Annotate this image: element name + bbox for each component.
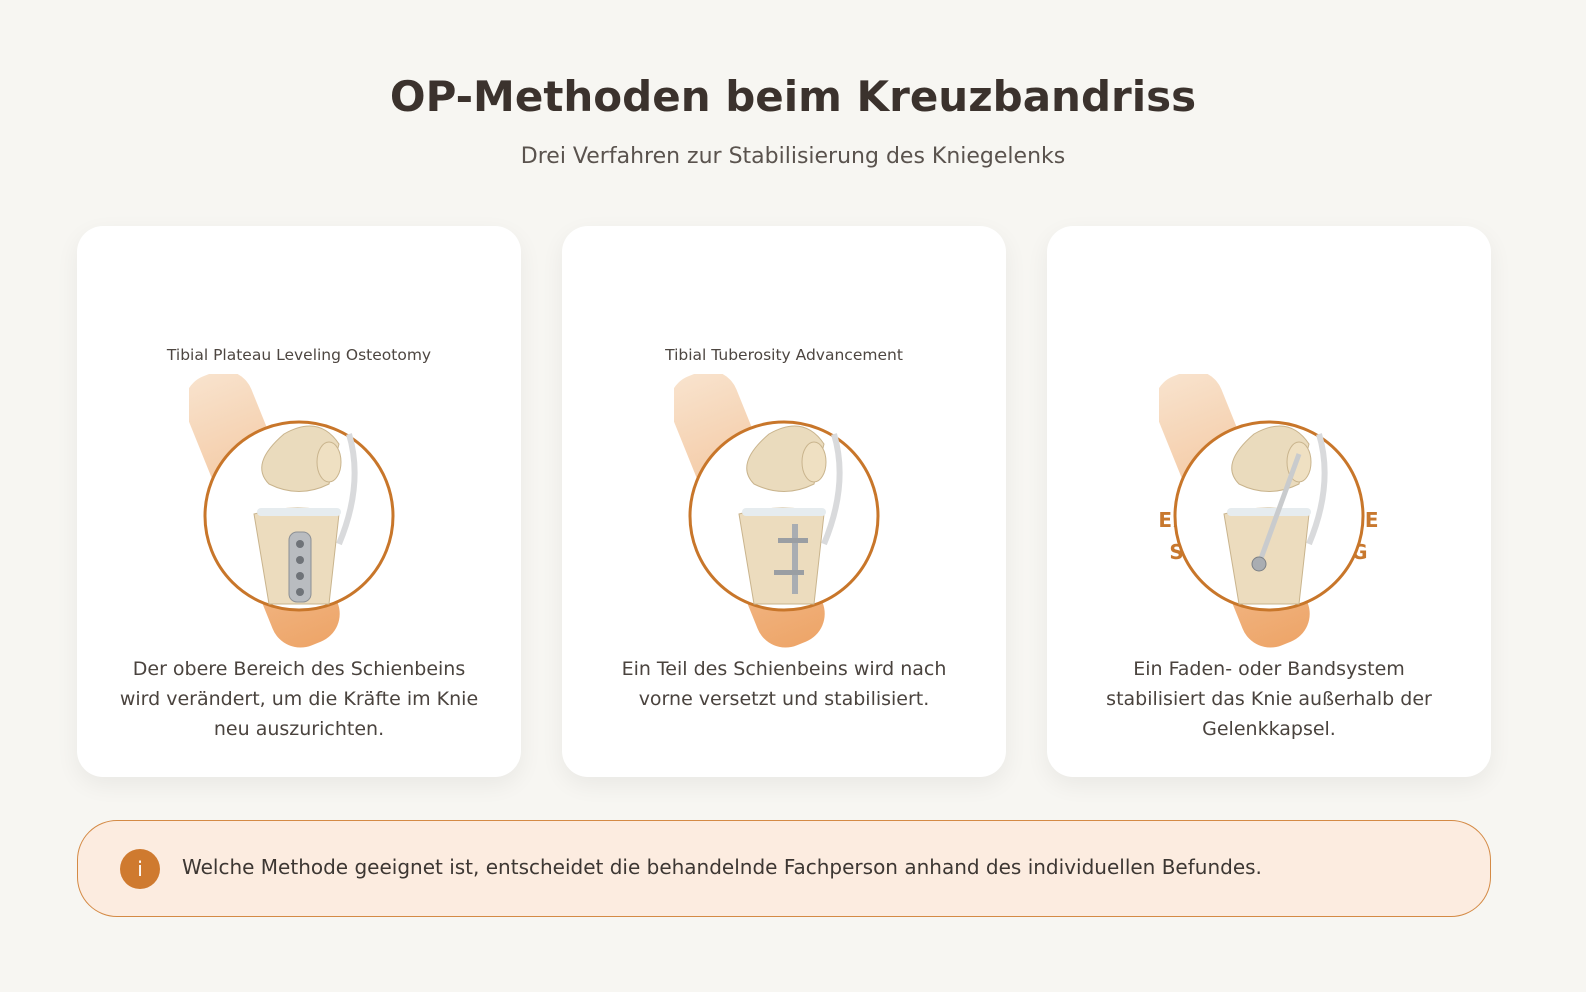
method-card: TPLOTibial Plateau Leveling OsteotomyDer…: [77, 226, 521, 777]
card-description: Ein Teil des Schienbeins wird nach vorne…: [621, 658, 947, 710]
card-subtitle: Tibial Tuberosity Advancement: [665, 346, 903, 364]
page-subtitle: Drei Verfahren zur Stabilisierung des Kn…: [520, 144, 1066, 169]
card-description: Der obere Bereich des Schienbeins wird v…: [119, 658, 479, 740]
card-description: Ein Faden- oder Bandsystem stabilisiert …: [1106, 658, 1432, 740]
page-title: OP-Methoden beim Kreuzbandriss: [389, 72, 1197, 121]
knee-illustration: [1159, 374, 1365, 648]
knee-illustration: [189, 374, 395, 648]
info-text: Welche Methode geeignet ist, entscheidet…: [182, 855, 1262, 879]
knee-illustration: [674, 374, 880, 648]
card-subtitle: Tibial Plateau Leveling Osteotomy: [166, 346, 432, 364]
info-icon: i: [120, 849, 160, 889]
method-card: EXTRAKAPSULÄRE STABILISIERUNGEin Faden- …: [1047, 226, 1491, 777]
info-note: i Welche Methode geeignet ist, entscheid…: [77, 820, 1491, 917]
